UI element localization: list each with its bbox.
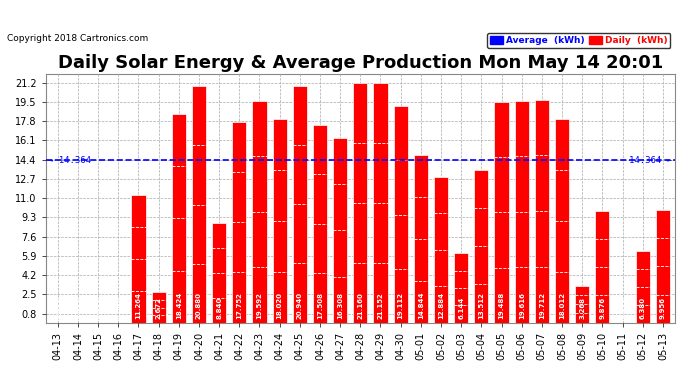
Text: 11.264: 11.264	[135, 292, 141, 320]
Text: 18.012: 18.012	[559, 292, 565, 320]
Bar	[273, 119, 287, 323]
Text: 12.884: 12.884	[438, 292, 444, 320]
Text: 19.616: 19.616	[519, 292, 524, 320]
Text: 18.424: 18.424	[176, 292, 181, 320]
Text: 17.508: 17.508	[317, 292, 323, 320]
Bar	[454, 253, 469, 323]
Bar	[373, 83, 388, 323]
Text: 0.000: 0.000	[620, 297, 626, 320]
Text: 17.752: 17.752	[236, 292, 242, 320]
Text: 6.380: 6.380	[640, 297, 646, 320]
Bar	[212, 223, 226, 323]
Bar	[635, 251, 650, 323]
Text: 9.876: 9.876	[600, 297, 605, 320]
Text: 14.844: 14.844	[418, 292, 424, 320]
Bar	[555, 119, 569, 323]
Bar	[353, 83, 367, 323]
Bar	[192, 86, 206, 323]
Text: 19.712: 19.712	[539, 292, 545, 320]
Bar	[495, 102, 509, 323]
Text: 19.112: 19.112	[397, 292, 404, 320]
Bar	[474, 170, 489, 323]
Bar	[414, 155, 428, 323]
Bar	[535, 100, 549, 323]
Text: 6.144: 6.144	[458, 297, 464, 320]
Text: 13.512: 13.512	[478, 292, 484, 320]
Text: 21.152: 21.152	[377, 292, 384, 320]
Bar	[172, 114, 186, 323]
Bar	[293, 86, 307, 323]
Bar	[253, 101, 266, 323]
Text: 8.840: 8.840	[216, 297, 222, 320]
Text: 21.160: 21.160	[357, 292, 364, 320]
Text: 3.268: 3.268	[579, 297, 585, 320]
Title: Daily Solar Energy & Average Production Mon May 14 20:01: Daily Solar Energy & Average Production …	[58, 54, 663, 72]
Bar	[575, 286, 589, 323]
Bar	[131, 195, 146, 323]
Text: 14.364 ←: 14.364 ←	[629, 156, 672, 165]
Text: 19.592: 19.592	[257, 292, 262, 320]
Bar	[434, 177, 448, 323]
Bar	[393, 106, 408, 323]
Text: Copyright 2018 Cartronics.com: Copyright 2018 Cartronics.com	[7, 34, 148, 43]
Text: 16.308: 16.308	[337, 292, 343, 320]
Text: 0.000: 0.000	[75, 297, 81, 320]
Legend: Average  (kWh), Daily  (kWh): Average (kWh), Daily (kWh)	[487, 33, 671, 48]
Text: 0.000: 0.000	[55, 297, 61, 320]
Text: 20.880: 20.880	[196, 292, 202, 320]
Bar	[595, 211, 609, 323]
Text: 2.672: 2.672	[156, 297, 161, 320]
Bar	[515, 101, 529, 323]
Text: 0.000: 0.000	[115, 297, 121, 320]
Bar	[233, 122, 246, 323]
Bar	[313, 124, 327, 323]
Bar	[152, 292, 166, 323]
Text: 19.488: 19.488	[499, 292, 504, 320]
Text: 18.020: 18.020	[277, 292, 283, 320]
Bar	[656, 210, 670, 323]
Text: 0.000: 0.000	[95, 297, 101, 320]
Text: → 14.364: → 14.364	[48, 156, 92, 165]
Text: 20.940: 20.940	[297, 292, 303, 320]
Text: 9.956: 9.956	[660, 297, 666, 320]
Bar	[333, 138, 347, 323]
